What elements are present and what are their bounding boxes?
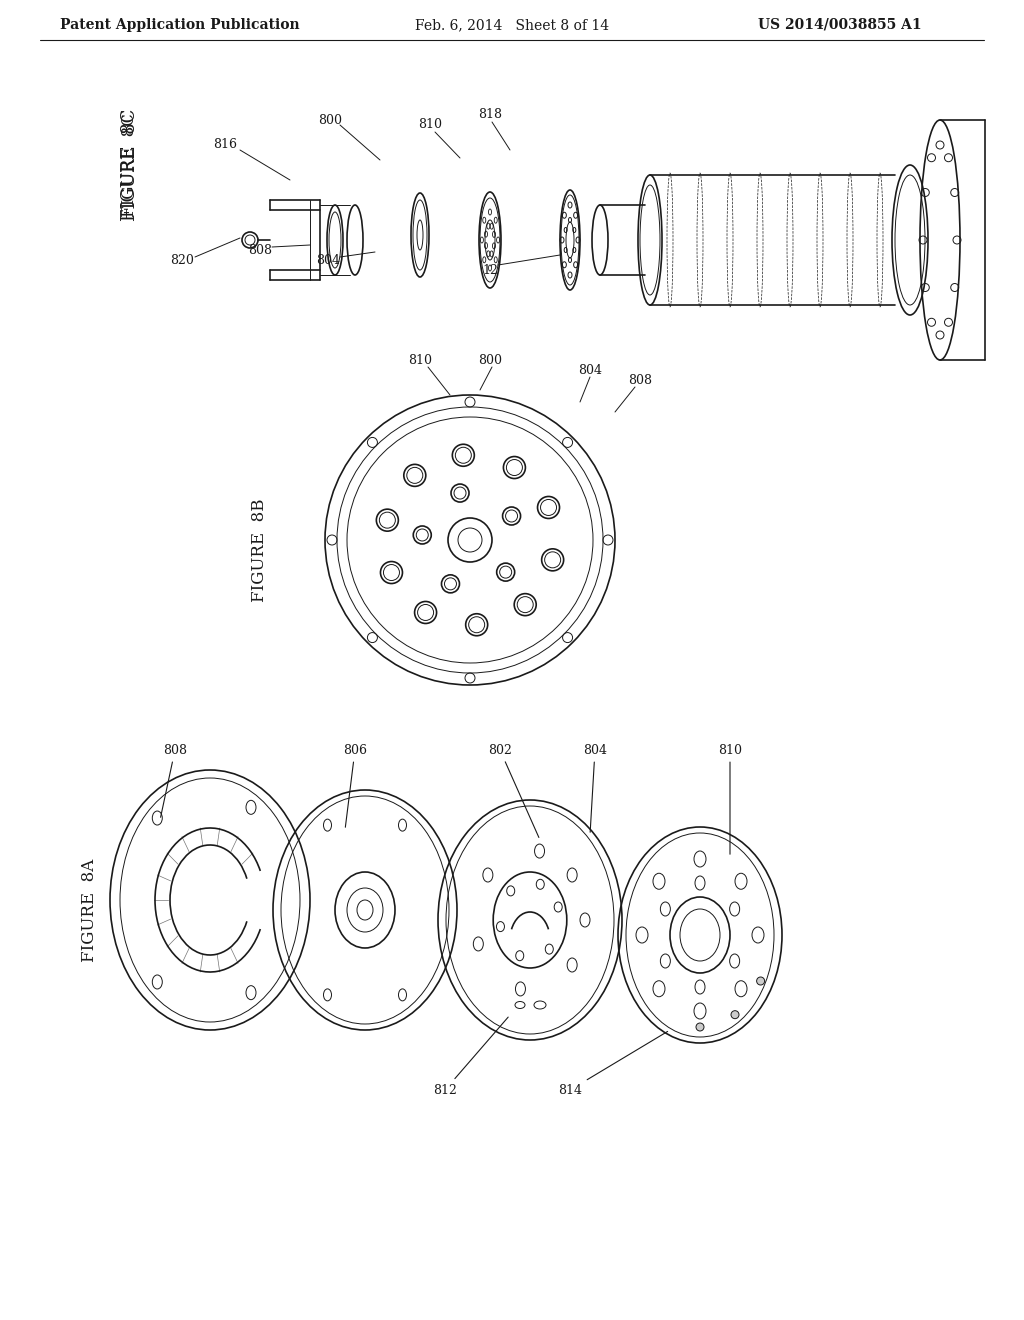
- Text: 12: 12: [482, 264, 498, 276]
- Text: 816: 816: [213, 139, 237, 152]
- Text: 804: 804: [316, 253, 340, 267]
- Text: FIGURE  8C: FIGURE 8C: [121, 108, 139, 222]
- Text: 808: 808: [248, 243, 272, 256]
- Text: FIGURE  8A: FIGURE 8A: [82, 858, 98, 962]
- Text: 810: 810: [418, 119, 442, 132]
- Text: 802: 802: [488, 743, 539, 837]
- Text: 808: 808: [161, 743, 187, 817]
- Text: Patent Application Publication: Patent Application Publication: [60, 18, 300, 32]
- Text: Feb. 6, 2014   Sheet 8 of 14: Feb. 6, 2014 Sheet 8 of 14: [415, 18, 609, 32]
- Circle shape: [731, 1011, 739, 1019]
- Text: US 2014/0038855 A1: US 2014/0038855 A1: [758, 18, 922, 32]
- Circle shape: [696, 1023, 705, 1031]
- Text: 810: 810: [718, 743, 742, 854]
- Circle shape: [757, 977, 765, 985]
- Text: 804: 804: [578, 363, 602, 376]
- Text: 820: 820: [170, 253, 194, 267]
- Text: 800: 800: [478, 354, 502, 367]
- Text: FIGURE  8B: FIGURE 8B: [252, 498, 268, 602]
- Text: 810: 810: [408, 354, 432, 367]
- Text: 812: 812: [433, 1018, 508, 1097]
- Text: 804: 804: [583, 743, 607, 832]
- Text: 806: 806: [343, 743, 367, 828]
- Text: 814: 814: [558, 1031, 668, 1097]
- Text: FIGURE  8C: FIGURE 8C: [122, 114, 138, 216]
- Text: 818: 818: [478, 108, 502, 121]
- Text: 808: 808: [628, 374, 652, 387]
- Text: 800: 800: [318, 114, 342, 127]
